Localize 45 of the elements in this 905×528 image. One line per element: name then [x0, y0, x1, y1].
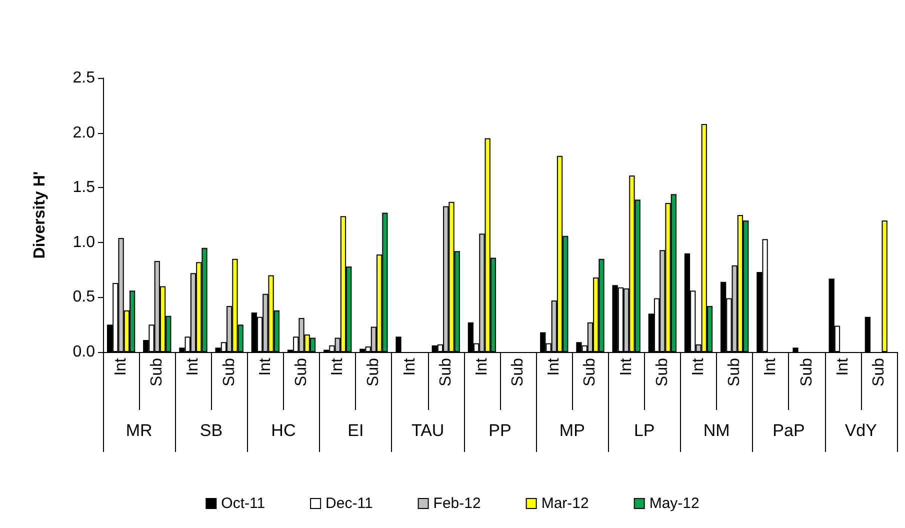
legend-label: Oct-11 — [221, 495, 266, 512]
y-tick-label: 2.5 — [72, 70, 96, 86]
y-tick-label: 0.5 — [72, 288, 96, 306]
x-tick-label: Int — [112, 357, 130, 376]
x-tick-label: Sub — [870, 358, 888, 386]
x-tick-label: Sub — [798, 358, 816, 386]
y-tick-label: 2.0 — [72, 124, 96, 142]
text: MP — [559, 421, 585, 440]
x-tick-label: Sub — [293, 358, 310, 386]
text: VdY — [844, 421, 877, 440]
text: MR — [126, 421, 152, 440]
legend-label: Feb-12 — [433, 495, 481, 512]
x-tick-label: Sub — [726, 358, 744, 386]
legend-label: May-12 — [649, 495, 700, 512]
x-tick-label: Sub — [437, 358, 454, 386]
x-tick-label: Int — [690, 357, 707, 376]
x-tick-label: Sub — [220, 358, 238, 386]
text: SB — [200, 421, 223, 440]
text: TAU — [411, 421, 444, 440]
x-tick-label: Int — [546, 357, 563, 376]
text: PaP — [772, 421, 805, 440]
y-tick-label: 1.0 — [72, 234, 96, 251]
y-tick-label: 0.0 — [72, 344, 96, 360]
x-tick-label: Sub — [582, 358, 599, 386]
x-tick-label: Int — [834, 357, 852, 376]
text: LP — [634, 421, 655, 440]
text: NM — [703, 421, 730, 440]
x-tick-label: Int — [256, 357, 274, 376]
x-tick-label: Sub — [365, 358, 382, 386]
text: HC — [271, 421, 296, 440]
legend-label: Dec-11 — [326, 495, 373, 512]
x-tick-label: Int — [329, 357, 346, 376]
x-tick-label: Sub — [148, 358, 166, 386]
y-tick-label: 1.5 — [72, 179, 96, 196]
x-tick-label: Sub — [654, 358, 671, 386]
x-tick-label: Int — [184, 357, 202, 376]
legend-label: Mar-12 — [541, 495, 589, 512]
text: PP — [488, 421, 512, 440]
y-axis-title: Diversity H' — [32, 171, 48, 259]
x-tick-label: Int — [618, 357, 635, 376]
text: EI — [348, 421, 364, 440]
x-tick-label: Sub — [510, 358, 527, 386]
x-tick-label: Int — [473, 357, 490, 376]
x-tick-label: Int — [762, 357, 780, 376]
x-tick-label: Int — [401, 357, 418, 376]
